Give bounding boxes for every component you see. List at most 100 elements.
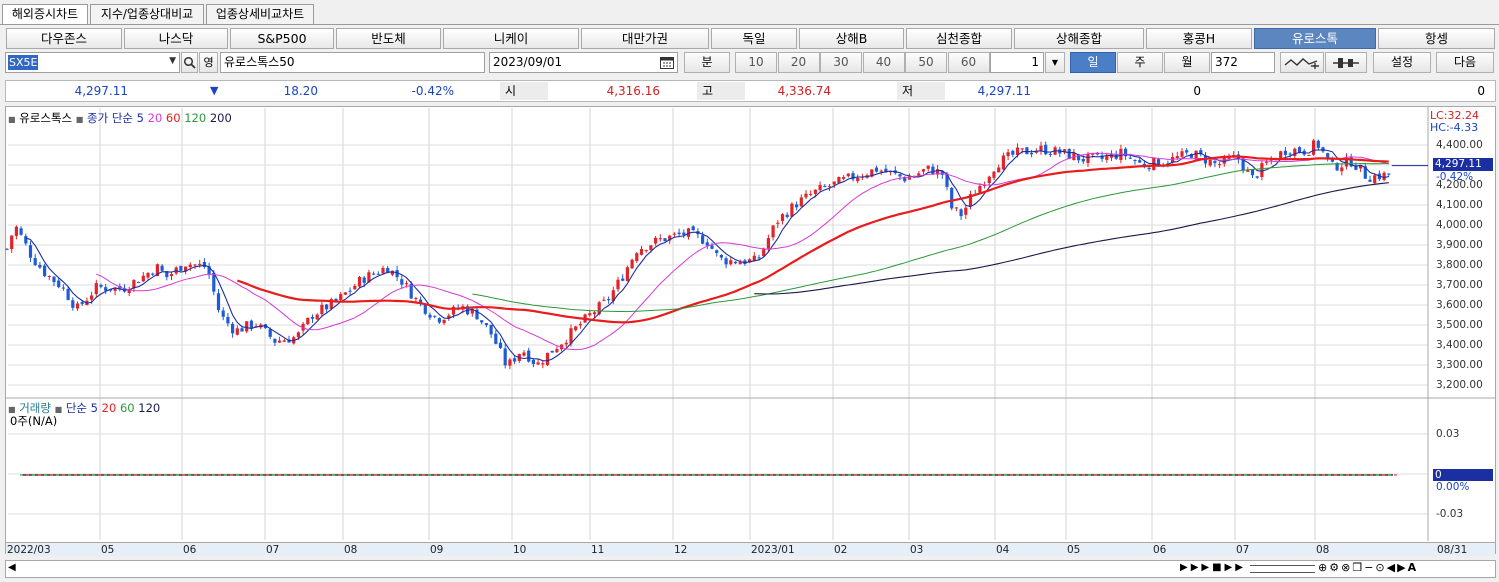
candle-body [950,187,954,209]
candle-body [513,358,517,362]
candle-body [846,173,850,177]
calendar-icon[interactable] [660,56,674,69]
chart-type-button[interactable] [1280,52,1324,73]
english-toggle-button[interactable]: 영 [199,52,218,73]
tab-sector-compare[interactable]: 업종상세비교차트 [206,4,314,24]
market-button[interactable]: 홍콩H [1146,28,1252,49]
candle-body [1246,170,1250,172]
candle-body [611,290,615,301]
candle-body [578,324,582,326]
market-button[interactable]: S&P500 [230,28,334,49]
candle-body [400,279,404,285]
candle-body [1265,161,1269,163]
candle-type-button[interactable] [1325,52,1367,73]
candle-body [1208,159,1212,166]
high-label: 고 [702,84,714,98]
candle-body [668,235,672,241]
next-end-icon[interactable]: ▶▶ [1224,562,1246,573]
fast-forward-icon[interactable]: ▶▶ [1190,562,1213,573]
minute-option-button[interactable]: 20 [777,52,820,73]
market-button[interactable]: 항셍 [1378,28,1495,49]
minute-option-button[interactable]: 40 [862,52,905,73]
minute-option-button[interactable]: 30 [820,52,862,73]
minute-option-button[interactable]: 50 [905,52,947,73]
candle-body [959,209,963,217]
day-button[interactable]: 일 [1070,52,1116,73]
next-icon[interactable]: ▶ [1397,561,1408,574]
bottom-scrollbar[interactable] [5,560,1496,578]
search-button[interactable] [181,52,198,73]
candle-body [564,342,568,345]
count-field[interactable]: 372 [1211,52,1275,73]
playback-controls[interactable]: ▶▶▶■▶▶ [1180,562,1246,573]
quote-open: 4,316.16 [606,84,660,98]
market-button[interactable]: 상해종합 [1014,28,1144,49]
market-button[interactable]: 유로스톡 [1254,28,1376,49]
volume-legend: ■ 거래량 ■ 단순 5 20 60 120 [8,400,160,416]
current-pct-label: -0.42% [1436,171,1474,183]
candle-body [132,280,136,289]
candle-body [1091,153,1095,155]
market-button[interactable]: 니케이 [443,28,579,49]
candle-body [785,214,789,218]
week-button[interactable]: 주 [1117,52,1163,73]
market-button[interactable]: 반도체 [336,28,441,49]
candle-body [795,204,799,208]
candle-body [719,254,723,258]
price-y-label: 4,000.00 [1436,219,1483,231]
candle-body [80,302,84,304]
minus-icon[interactable]: − [1364,561,1376,574]
copy-icon[interactable]: ❐ [1352,561,1365,574]
next-button[interactable]: 다음 [1436,52,1494,73]
candle-body [226,316,230,324]
date-field[interactable]: 2023/09/01 [489,52,678,73]
symbol-code-combo[interactable]: SX5E ▼ [5,52,180,73]
period-spinner[interactable]: 1 [990,52,1044,73]
chart-tools[interactable]: ⊕⚙⊗❐−⊙◀▶A [1318,561,1418,574]
market-button[interactable]: 대만가권 [581,28,709,49]
tab-overseas-chart[interactable]: 해외증시차트 [2,4,88,25]
market-button[interactable]: 심천종합 [906,28,1012,49]
candle-body [24,236,28,244]
candle-body [104,287,108,291]
volume-y-label: 0.00% [1436,481,1470,493]
chevron-down-icon[interactable]: ▼ [169,56,176,66]
month-button[interactable]: 월 [1164,52,1210,73]
candle-body [1227,156,1231,159]
play-icon[interactable]: ▶ [1180,562,1191,573]
down-arrow-icon: ▼ [210,84,219,97]
x-axis-label: 2022/03 [7,544,51,556]
tab-index-compare[interactable]: 지수/업종상대비교 [90,4,204,24]
scroll-left-icon[interactable]: ◀ [8,562,16,573]
price-y-label: 3,900.00 [1436,239,1483,251]
link-icon[interactable]: ⊗ [1341,561,1353,574]
minute-option-button[interactable]: 60 [947,52,990,73]
candle-body [315,314,319,320]
candle-body [325,304,329,310]
line-chart-icon [1284,58,1319,69]
market-button[interactable]: 상해B [799,28,904,49]
period-dropdown-button[interactable]: ▼ [1045,52,1065,73]
settings-button[interactable]: 설정 [1373,52,1431,73]
price-y-label: 3,700.00 [1436,279,1483,291]
symbol-name-field[interactable]: 유로스톡스50 [220,52,485,73]
zoom-icon[interactable]: ⊙ [1375,561,1387,574]
market-button[interactable]: 독일 [711,28,797,49]
candle-body [639,248,644,255]
candle-body [1175,156,1179,159]
prev-icon[interactable]: ◀ [1386,561,1398,574]
font-size-icon[interactable]: A [1407,561,1419,574]
bullet-icon: ■ [8,405,16,414]
candle-body [503,348,507,366]
candle-body [1218,164,1222,166]
zoom-slider[interactable] [1250,565,1315,573]
minute-unit-button[interactable]: 분 [684,52,730,73]
stop-icon[interactable]: ■ [1212,562,1225,573]
market-button[interactable]: 다우존스 [6,28,122,49]
crosshair-icon[interactable]: ⊕ [1318,561,1330,574]
gear-icon[interactable]: ⚙ [1329,561,1342,574]
candle-body [776,222,780,224]
ma5-legend: 5 [136,111,144,125]
minute-option-button[interactable]: 10 [735,52,777,73]
market-button[interactable]: 나스닥 [124,28,228,49]
